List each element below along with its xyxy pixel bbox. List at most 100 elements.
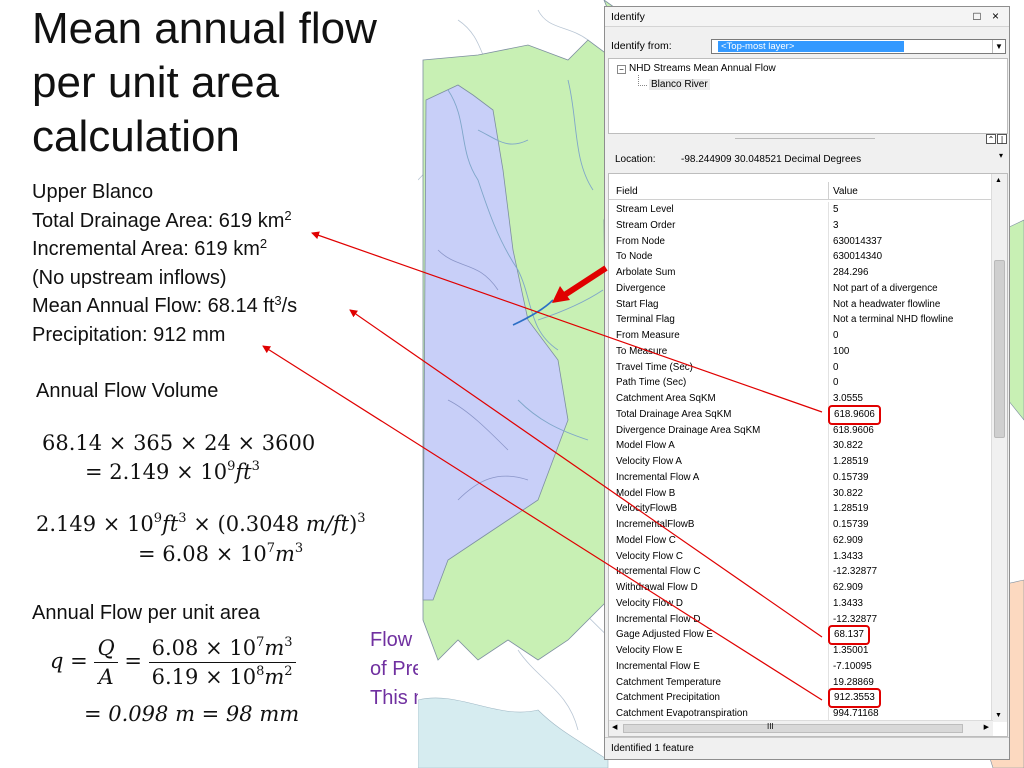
field-name: Stream Level bbox=[616, 204, 674, 215]
table-row[interactable]: Model Flow B 30.822 bbox=[609, 485, 991, 502]
column-separator bbox=[828, 249, 829, 265]
table-row[interactable]: Incremental Flow A 0.15739 bbox=[609, 469, 991, 486]
table-row[interactable]: Terminal Flag Not a terminal NHD flowline bbox=[609, 312, 991, 328]
column-separator bbox=[828, 422, 829, 439]
table-row[interactable]: Travel Time (Sec) 0 bbox=[609, 359, 991, 376]
table-row[interactable]: Gage Adjusted Flow E 68.137 bbox=[609, 625, 991, 645]
table-row[interactable]: IncrementalFlowB 0.15739 bbox=[609, 517, 991, 533]
status-bar: Identified 1 feature bbox=[605, 737, 1009, 759]
column-separator[interactable] bbox=[828, 182, 829, 200]
table-row[interactable]: Path Time (Sec) 0 bbox=[609, 375, 991, 391]
collapse-up-icon[interactable]: ⌃ bbox=[986, 134, 996, 144]
table-row[interactable]: Incremental Flow E -7.10095 bbox=[609, 658, 991, 675]
column-separator bbox=[828, 233, 829, 250]
scroll-thumb[interactable] bbox=[994, 260, 1005, 438]
table-row[interactable]: Incremental Flow C -12.32877 bbox=[609, 564, 991, 580]
table-row[interactable]: Total Drainage Area SqKM 618.9606 bbox=[609, 404, 991, 425]
table-row[interactable]: Withdrawal Flow D 62.909 bbox=[609, 580, 991, 596]
identify-from-dropdown[interactable]: <Top-most layer> ▼ bbox=[711, 39, 1006, 54]
table-row[interactable]: Stream Level 5 bbox=[609, 202, 991, 218]
column-separator bbox=[828, 265, 829, 281]
table-row[interactable]: Catchment Precipitation 912.3553 bbox=[609, 688, 991, 708]
table-row[interactable]: Divergence Not part of a divergence bbox=[609, 280, 991, 297]
table-row[interactable]: Arbolate Sum 284.296 bbox=[609, 265, 991, 281]
column-separator bbox=[828, 343, 829, 360]
column-separator bbox=[828, 595, 829, 612]
info-line-4: (No upstream inflows) bbox=[32, 266, 227, 289]
chevron-down-icon[interactable]: ▼ bbox=[992, 40, 1005, 53]
field-value: 0.15739 bbox=[833, 519, 869, 530]
field-value: 630014340 bbox=[833, 251, 883, 263]
table-row[interactable]: Velocity Flow E 1.35001 bbox=[609, 643, 991, 659]
attribute-rows: Stream Level 5 Stream Order 3 From Node 63001… bbox=[609, 202, 991, 722]
table-row[interactable]: Catchment Temperature 19.28869 bbox=[609, 674, 991, 691]
info-line-3: Incremental Area: 619 km2 bbox=[32, 236, 268, 261]
field-value: 3 bbox=[833, 219, 839, 231]
panel-splitter[interactable] bbox=[735, 138, 875, 139]
split-icon[interactable]: | bbox=[997, 134, 1007, 144]
location-units-dropdown-icon[interactable]: ▾ bbox=[998, 151, 1003, 160]
field-value: 3.0555 bbox=[833, 393, 863, 404]
field-value: 62.909 bbox=[833, 582, 863, 593]
column-separator bbox=[828, 548, 829, 565]
scroll-up-icon[interactable]: ▲ bbox=[995, 177, 1002, 184]
horizontal-scrollbar[interactable]: ◀ III ▶ bbox=[609, 720, 993, 736]
table-row[interactable]: Model Flow C 62.909 bbox=[609, 532, 991, 549]
table-row[interactable]: Velocity Flow A 1.28519 bbox=[609, 454, 991, 470]
scroll-down-icon[interactable]: ▼ bbox=[995, 712, 1002, 719]
table-row[interactable]: Catchment Area SqKM 3.0555 bbox=[609, 391, 991, 407]
table-row[interactable]: To Measure 100 bbox=[609, 343, 991, 360]
table-row[interactable]: Start Flag Not a headwater flowline bbox=[609, 296, 991, 313]
field-name: Model Flow A bbox=[616, 440, 675, 452]
vertical-scrollbar[interactable]: ▲ ▼ bbox=[991, 174, 1007, 722]
tree-connector bbox=[638, 85, 647, 86]
field-name: To Measure bbox=[616, 345, 668, 357]
hscroll-thumb[interactable] bbox=[623, 724, 963, 733]
collapse-icon[interactable]: − bbox=[617, 65, 626, 74]
table-row[interactable]: From Measure 0 bbox=[609, 328, 991, 344]
field-name: Velocity Flow E bbox=[616, 645, 683, 656]
field-value: 0 bbox=[833, 377, 839, 389]
field-name: From Node bbox=[616, 235, 665, 247]
window-buttons[interactable]: □ × bbox=[973, 9, 1003, 23]
table-row[interactable]: Stream Order 3 bbox=[609, 217, 991, 234]
field-value: 1.28519 bbox=[833, 503, 869, 515]
table-row[interactable]: VelocityFlowB 1.28519 bbox=[609, 501, 991, 517]
table-row[interactable]: Incremental Flow D -12.32877 bbox=[609, 611, 991, 628]
equation-volume-line1: 68.14 × 365 × 24 × 3600 bbox=[42, 431, 316, 455]
field-value: 1.3433 bbox=[833, 597, 863, 609]
field-value: Not a terminal NHD flowline bbox=[833, 314, 954, 326]
tree-layer-node[interactable]: − NHD Streams Mean Annual Flow bbox=[617, 63, 776, 74]
equation-conversion-line1: 2.149 × 109ft3 × (0.3048 m/ft)3 bbox=[36, 511, 366, 536]
column-header-field[interactable]: Field bbox=[616, 186, 638, 197]
table-row[interactable]: To Node 630014340 bbox=[609, 249, 991, 265]
column-separator bbox=[828, 438, 829, 454]
table-row[interactable]: Model Flow A 30.822 bbox=[609, 438, 991, 454]
field-name: Arbolate Sum bbox=[616, 267, 676, 278]
section-annual-flow-per-area: Annual Flow per unit area bbox=[32, 602, 260, 624]
field-name: Catchment Area SqKM bbox=[616, 393, 716, 404]
field-name: To Node bbox=[616, 251, 653, 263]
column-separator bbox=[828, 580, 829, 596]
table-row[interactable]: Velocity Flow C 1.3433 bbox=[609, 548, 991, 565]
info-line-6: Precipitation: 912 mm bbox=[32, 323, 226, 346]
column-separator bbox=[828, 532, 829, 549]
field-name: IncrementalFlowB bbox=[616, 519, 695, 530]
table-row[interactable]: Velocity Flow D 1.3433 bbox=[609, 595, 991, 612]
table-row[interactable]: From Node 630014337 bbox=[609, 233, 991, 250]
field-value: 618.9606 bbox=[833, 424, 874, 436]
field-name: Incremental Flow C bbox=[616, 566, 701, 578]
column-separator bbox=[828, 627, 829, 643]
table-row[interactable]: Divergence Drainage Area SqKM 618.9606 bbox=[609, 422, 991, 439]
column-separator bbox=[828, 706, 829, 722]
scroll-right-icon[interactable]: ▶ bbox=[983, 724, 989, 731]
table-row[interactable]: Catchment Evapotranspiration 994.71168 bbox=[609, 706, 991, 722]
identify-title-bar[interactable]: Identify □ × bbox=[605, 7, 1009, 27]
column-separator bbox=[828, 280, 829, 297]
column-header-value[interactable]: Value bbox=[833, 186, 858, 197]
field-name: VelocityFlowB bbox=[616, 503, 677, 515]
grid-header: Field Value bbox=[609, 182, 991, 200]
tree-feature-node[interactable]: Blanco River bbox=[649, 79, 710, 90]
scroll-left-icon[interactable]: ◀ bbox=[612, 724, 618, 731]
